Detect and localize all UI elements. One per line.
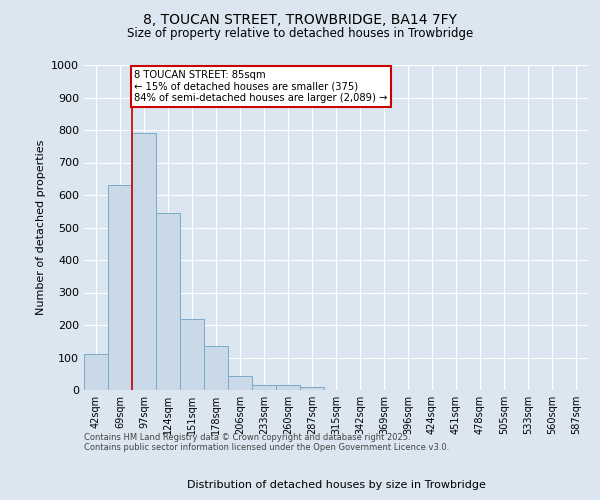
Text: Size of property relative to detached houses in Trowbridge: Size of property relative to detached ho…	[127, 28, 473, 40]
Bar	[300, 387, 324, 390]
Y-axis label: Number of detached properties: Number of detached properties	[35, 140, 46, 315]
Bar	[156, 213, 180, 390]
Bar	[204, 346, 228, 390]
Bar	[132, 133, 156, 390]
Text: 8 TOUCAN STREET: 85sqm
← 15% of detached houses are smaller (375)
84% of semi-de: 8 TOUCAN STREET: 85sqm ← 15% of detached…	[134, 70, 388, 103]
Text: Contains public sector information licensed under the Open Government Licence v3: Contains public sector information licen…	[84, 444, 449, 452]
Text: Distribution of detached houses by size in Trowbridge: Distribution of detached houses by size …	[187, 480, 485, 490]
Bar	[276, 385, 300, 390]
Bar	[180, 318, 204, 390]
Text: 8, TOUCAN STREET, TROWBRIDGE, BA14 7FY: 8, TOUCAN STREET, TROWBRIDGE, BA14 7FY	[143, 12, 457, 26]
Bar	[252, 385, 276, 390]
Bar	[108, 185, 132, 390]
Bar	[84, 354, 108, 390]
Bar	[228, 376, 252, 390]
Text: Contains HM Land Registry data © Crown copyright and database right 2025.: Contains HM Land Registry data © Crown c…	[84, 434, 410, 442]
